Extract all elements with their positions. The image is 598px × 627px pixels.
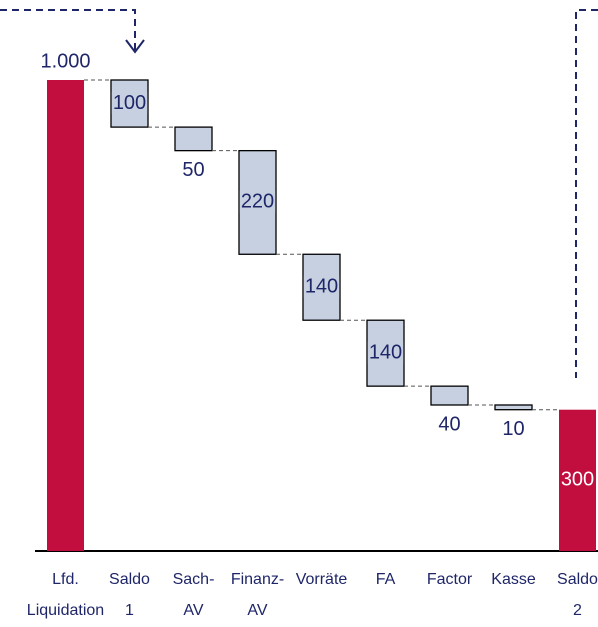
label-bg [239,190,276,213]
x-tick-label: Lfd. Liquidation [27,571,104,619]
flow-arrow [0,9,136,50]
bar [174,126,213,152]
x-tick-label: Kasse [491,571,536,588]
label-bg [367,341,404,364]
bar [494,404,533,411]
value-label: 100 [113,92,146,114]
value-label: 140 [305,276,338,298]
value-label: 10 [502,418,524,440]
label-bg [111,91,148,114]
x-tick-label: Saldo 2 [557,571,598,619]
x-tick-label: Finanz-AV [231,571,284,619]
bar [47,80,84,551]
value-label: 40 [438,413,460,435]
label-bg [303,275,340,298]
value-label: 1.000 [40,50,90,72]
value-label: 50 [182,159,204,181]
bar [430,385,469,406]
flow-line [575,9,598,378]
value-label: 220 [241,191,274,213]
arrow-head [125,39,145,54]
x-tick-label: Saldo 1 [109,571,150,619]
value-label: 300 [561,469,594,491]
x-tick-label: Factor [427,571,473,588]
x-tick-label: FA [376,571,396,588]
x-tick-label: Vorräte [296,571,348,588]
value-label: 140 [369,341,402,363]
x-tick-label: Sach-AV [173,571,215,619]
label-bg [559,468,596,491]
